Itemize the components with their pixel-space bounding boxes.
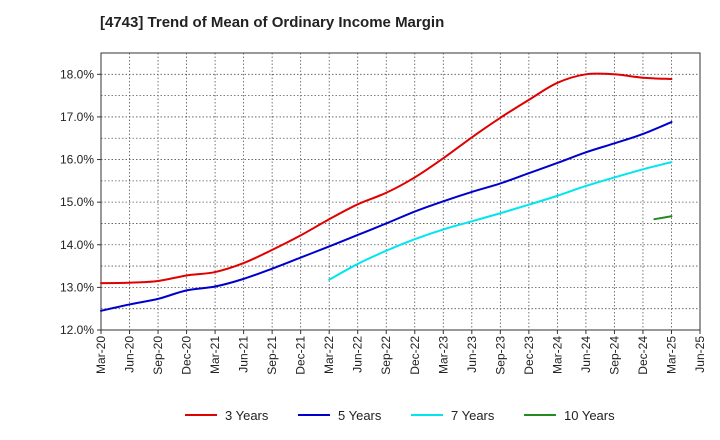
x-tick-label: Sep-21 — [265, 336, 279, 375]
x-tick-label: Mar-23 — [436, 336, 450, 374]
x-tick-label: Dec-24 — [636, 336, 650, 375]
chart-title: [4743] Trend of Mean of Ordinary Income … — [100, 14, 445, 31]
grid-layer — [100, 52, 701, 331]
plot-area — [101, 53, 700, 330]
y-tick-label: 12.0% — [60, 323, 94, 337]
y-tick-label: 14.0% — [60, 238, 94, 252]
x-tick-label: Mar-21 — [208, 336, 222, 374]
y-tick-label: 17.0% — [60, 110, 94, 124]
series-line-10-years — [653, 215, 673, 221]
x-tick-label: Mar-24 — [550, 336, 564, 374]
x-tick-label: Jun-22 — [351, 336, 365, 373]
series-layer — [100, 72, 673, 312]
x-tick-label: Sep-20 — [151, 336, 165, 375]
series-line-3-years — [100, 72, 673, 285]
x-tick-label: Dec-21 — [294, 336, 308, 375]
x-tick-label: Jun-25 — [693, 336, 707, 373]
x-tick-label: Dec-20 — [180, 336, 194, 375]
x-tick-label: Dec-22 — [408, 336, 422, 375]
legend-label: 5 Years — [338, 408, 382, 423]
x-tick-label: Jun-20 — [123, 336, 137, 373]
x-tick-label: Mar-25 — [664, 336, 678, 374]
x-tick-label: Sep-22 — [379, 336, 393, 375]
series-line-5-years — [100, 121, 673, 312]
legend-label: 3 Years — [225, 408, 269, 423]
legend-label: 10 Years — [564, 408, 615, 423]
axes-layer: 12.0% 13.0% 14.0% 15.0% 16.0% 17.0% 18.0% Mar-2… — [60, 52, 707, 375]
x-tick-label: Dec-23 — [522, 336, 536, 375]
y-tick-label: 18.0% — [60, 67, 94, 81]
x-tick-label: Mar-20 — [94, 336, 108, 374]
y-tick-label: 15.0% — [60, 195, 94, 209]
series-line-7-years — [328, 161, 673, 281]
y-tick-label: 16.0% — [60, 153, 94, 167]
x-tick-label: Jun-23 — [465, 336, 479, 373]
x-tick-label: Mar-22 — [322, 336, 336, 374]
plot-frame — [100, 52, 701, 331]
x-tick-label: Jun-24 — [579, 336, 593, 373]
x-tick-label: Sep-23 — [493, 336, 507, 375]
x-tick-label: Sep-24 — [607, 336, 621, 375]
y-tick-label: 13.0% — [60, 280, 94, 294]
x-tick-label: Jun-21 — [237, 336, 251, 373]
legend: 3 Years 5 Years 7 Years 10 Years — [185, 408, 615, 423]
legend-label: 7 Years — [451, 408, 495, 423]
